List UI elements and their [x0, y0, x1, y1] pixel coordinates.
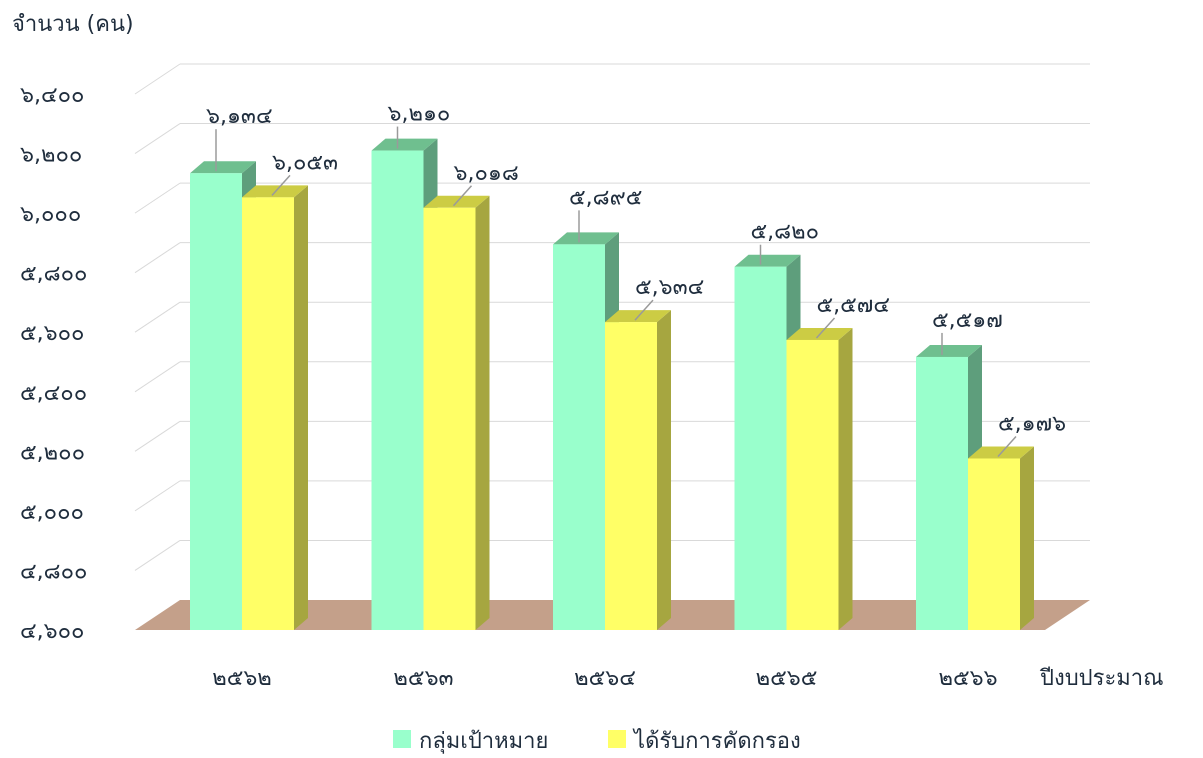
bar [605, 310, 671, 630]
gridline [134, 242, 181, 274]
leader-line [452, 185, 473, 207]
x-tick-label: ๒๕๖๓ [393, 666, 453, 691]
legend-item: ได้รับการคัดกรอง [608, 728, 801, 754]
legend-swatch [393, 730, 411, 748]
bar-side [1020, 446, 1034, 630]
data-label: ๖,๐๕๓ [272, 150, 338, 175]
legend-item: กลุ่มเป้าหมาย [393, 729, 548, 754]
bar-front [786, 339, 839, 630]
bar-front [423, 207, 476, 631]
data-label: ๕,๘๙๕ [569, 185, 642, 210]
y-axis-label: จำนวน (คน) [12, 12, 134, 37]
x-tick-label: ๒๕๖๖ [938, 666, 997, 691]
data-label: ๖,๒๑๐ [388, 102, 451, 127]
bar-front [190, 173, 242, 630]
legend-swatch [608, 730, 626, 748]
gridline [134, 540, 181, 571]
data-label: ๕,๘๒๐ [751, 220, 820, 245]
y-tick-label: ๔,๖๐๐ [20, 619, 84, 644]
data-label: ๕,๕๑๗ [932, 308, 1003, 333]
y-tick-label: ๕,๔๐๐ [20, 381, 87, 406]
data-label: ๕,๖๓๔ [635, 275, 704, 300]
x-tick-label: ๒๕๖๔ [574, 666, 636, 691]
legend: กลุ่มเป้าหมาย ได้รับการคัดกรอง [393, 728, 801, 754]
y-tick-label: ๕,๖๐๐ [20, 321, 84, 346]
axes: จำนวน (คน) ปีงบประมาณ ๔,๖๐๐ ๔,๘๐๐ ๕,๐๐๐ ๕,๒… [12, 12, 1164, 691]
y-tick-label: ๔,๘๐๐ [20, 559, 87, 584]
bar [423, 195, 490, 631]
gridline [134, 182, 181, 214]
gridline [134, 63, 181, 95]
bar-front [242, 197, 294, 630]
bar-top [190, 161, 256, 174]
legend-label: ได้รับการคัดกรอง [632, 728, 801, 754]
bar-top [371, 138, 438, 151]
bar-front [605, 322, 657, 630]
bar-front [371, 150, 424, 631]
bar-front [734, 266, 787, 630]
y-tick-label: ๕,๘๐๐ [20, 262, 87, 287]
gridline [134, 480, 181, 512]
gridline [134, 301, 181, 333]
bar-front [916, 356, 968, 630]
bar-side [294, 185, 308, 630]
gridline [134, 420, 181, 452]
bar-top [916, 344, 982, 357]
y-tick-label: ๖,๐๐๐ [20, 202, 81, 227]
bar-top [734, 254, 801, 267]
y-tick-label: ๖,๔๐๐ [20, 83, 84, 108]
bar-top [553, 232, 619, 245]
leader-line [271, 174, 291, 196]
bar [968, 446, 1034, 630]
bar-side [475, 195, 490, 631]
bar-side [657, 310, 671, 630]
data-label: ๕,๕๗๔ [817, 293, 891, 318]
legend-label: กลุ่มเป้าหมาย [419, 729, 548, 754]
y-tick-label: ๕,๒๐๐ [20, 440, 85, 465]
data-label: ๕,๑๗๖ [998, 411, 1066, 436]
leader-line [997, 435, 1017, 457]
x-axis-label: ปีงบประมาณ [1039, 666, 1164, 691]
x-tick-label: ๒๕๖๒ [212, 666, 272, 691]
bars [190, 138, 1034, 631]
leader-line [634, 299, 654, 321]
gridline [134, 361, 181, 393]
bar-front [553, 244, 605, 630]
data-label: ๖,๑๓๔ [206, 104, 273, 129]
y-tick-label: ๕,๐๐๐ [20, 500, 84, 525]
data-label: ๖,๐๑๘ [454, 161, 519, 186]
bar-front [968, 458, 1020, 630]
y-tick-label: ๖,๒๐๐ [20, 143, 82, 168]
bar [242, 185, 308, 630]
bar [786, 327, 853, 630]
x-tick-label: ๒๕๖๕ [756, 666, 818, 691]
bar-side [838, 327, 853, 630]
gridline [134, 123, 181, 154]
leader-line [815, 317, 836, 339]
